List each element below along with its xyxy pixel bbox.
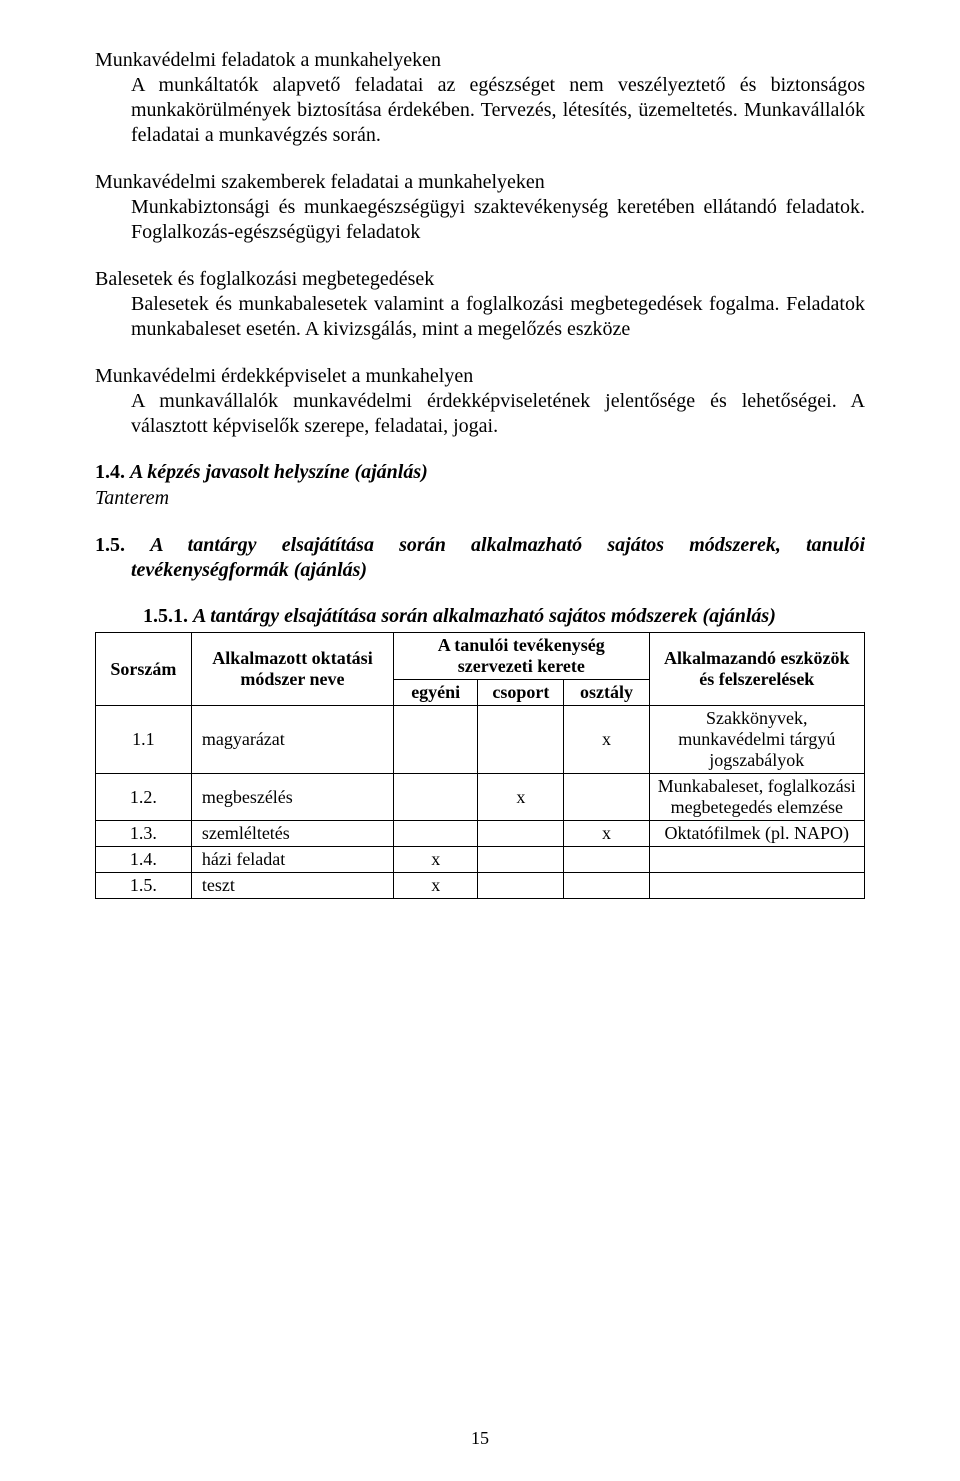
cell-eszk: Munkabaleset, foglalkozási megbetegedés … bbox=[649, 774, 864, 821]
cell-egyeni: x bbox=[394, 847, 478, 873]
table-row: 1.1 magyarázat x Szakkönyvek, munkavédel… bbox=[96, 706, 865, 774]
th-osztaly: osztály bbox=[564, 680, 649, 706]
cell-osztaly bbox=[564, 873, 649, 899]
cell-num: 1.5. bbox=[96, 873, 192, 899]
cell-osztaly: x bbox=[564, 706, 649, 774]
section-1-title: Munkavédelmi feladatok a munkahelyeken bbox=[95, 48, 865, 73]
cell-csoport bbox=[478, 873, 564, 899]
cell-name: teszt bbox=[191, 873, 393, 899]
heading-1-5-1-title: A tantárgy elsajátítása során alkalmazha… bbox=[193, 605, 776, 627]
cell-eszk: Szakkönyvek, munkavédelmi tárgyú jogszab… bbox=[649, 706, 864, 774]
cell-num: 1.4. bbox=[96, 847, 192, 873]
th-modszer: Alkalmazott oktatási módszer neve bbox=[191, 633, 393, 706]
page-number: 15 bbox=[0, 1428, 960, 1449]
section-1: Munkavédelmi feladatok a munkahelyeken A… bbox=[95, 48, 865, 148]
th-csoport: csoport bbox=[478, 680, 564, 706]
th-eszkozok: Alkalmazandó eszközök és felszerelések bbox=[649, 633, 864, 706]
cell-csoport: x bbox=[478, 774, 564, 821]
cell-egyeni bbox=[394, 821, 478, 847]
section-4-title: Munkavédelmi érdekképviselet a munkahely… bbox=[95, 364, 865, 389]
cell-csoport bbox=[478, 847, 564, 873]
cell-num: 1.1 bbox=[96, 706, 192, 774]
document-page: Munkavédelmi feladatok a munkahelyeken A… bbox=[0, 0, 960, 1481]
cell-num: 1.2. bbox=[96, 774, 192, 821]
cell-name: szemléltetés bbox=[191, 821, 393, 847]
heading-1-5-num: 1.5. bbox=[95, 534, 125, 556]
section-2: Munkavédelmi szakemberek feladatai a mun… bbox=[95, 170, 865, 245]
cell-osztaly bbox=[564, 774, 649, 821]
th-egyeni: egyéni bbox=[394, 680, 478, 706]
section-2-title: Munkavédelmi szakemberek feladatai a mun… bbox=[95, 170, 865, 195]
methods-table: Sorszám Alkalmazott oktatási módszer nev… bbox=[95, 632, 865, 899]
heading-1-5-title: A tantárgy elsajátítása során alkalmazha… bbox=[131, 534, 865, 581]
cell-osztaly bbox=[564, 847, 649, 873]
heading-1-4: 1.4. A képzés javasolt helyszíne (ajánlá… bbox=[95, 461, 865, 484]
section-3: Balesetek és foglalkozási megbetegedések… bbox=[95, 267, 865, 342]
cell-osztaly: x bbox=[564, 821, 649, 847]
cell-num: 1.3. bbox=[96, 821, 192, 847]
table-row: 1.4. házi feladat x bbox=[96, 847, 865, 873]
cell-name: házi feladat bbox=[191, 847, 393, 873]
heading-1-5-1-num: 1.5.1. bbox=[143, 605, 188, 627]
cell-eszk: Oktatófilmek (pl. NAPO) bbox=[649, 821, 864, 847]
section-4-body: A munkavállalók munkavédelmi érdekképvis… bbox=[95, 389, 865, 439]
cell-eszk bbox=[649, 873, 864, 899]
section-1-body: A munkáltatók alapvető feladatai az egés… bbox=[95, 73, 865, 148]
cell-egyeni: x bbox=[394, 873, 478, 899]
cell-egyeni bbox=[394, 774, 478, 821]
th-tevekenyseg: A tanulói tevékenység szervezeti kerete bbox=[394, 633, 649, 680]
table-row: 1.5. teszt x bbox=[96, 873, 865, 899]
heading-1-4-num: 1.4. bbox=[95, 461, 125, 483]
heading-1-4-body: Tanterem bbox=[95, 486, 865, 511]
section-3-title: Balesetek és foglalkozási megbetegedések bbox=[95, 267, 865, 292]
cell-egyeni bbox=[394, 706, 478, 774]
section-4: Munkavédelmi érdekképviselet a munkahely… bbox=[95, 364, 865, 439]
section-2-body: Munkabiztonsági és munkaegészségügyi sza… bbox=[95, 195, 865, 245]
table-row: 1.3. szemléltetés x Oktatófilmek (pl. NA… bbox=[96, 821, 865, 847]
heading-1-5: 1.5. A tantárgy elsajátítása során alkal… bbox=[95, 533, 865, 583]
th-sorszam: Sorszám bbox=[96, 633, 192, 706]
cell-csoport bbox=[478, 821, 564, 847]
section-3-body: Balesetek és munkabalesetek valamint a f… bbox=[95, 292, 865, 342]
cell-csoport bbox=[478, 706, 564, 774]
heading-1-4-title: A képzés javasolt helyszíne (ajánlás) bbox=[130, 461, 428, 483]
cell-name: megbeszélés bbox=[191, 774, 393, 821]
table-row: 1.2. megbeszélés x Munkabaleset, foglalk… bbox=[96, 774, 865, 821]
cell-name: magyarázat bbox=[191, 706, 393, 774]
cell-eszk bbox=[649, 847, 864, 873]
table-header-row-1: Sorszám Alkalmazott oktatási módszer nev… bbox=[96, 633, 865, 680]
heading-1-5-1: 1.5.1. A tantárgy elsajátítása során alk… bbox=[95, 605, 865, 628]
